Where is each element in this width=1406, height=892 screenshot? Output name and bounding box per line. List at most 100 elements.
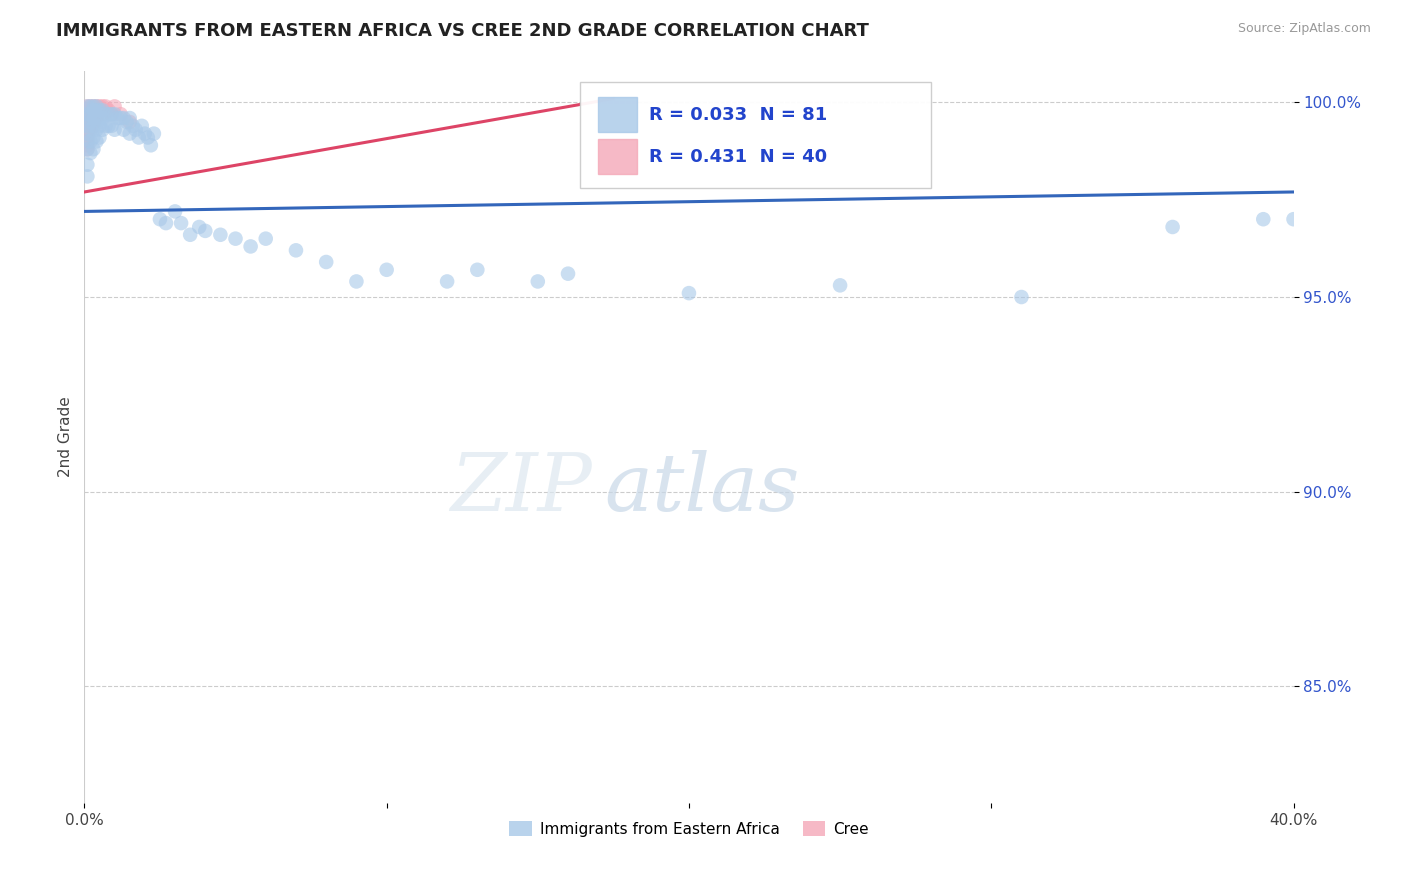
Point: [76, 99, 98, 113]
Point: [557, 267, 579, 281]
Point: [79, 99, 101, 113]
Point: [118, 127, 141, 141]
Text: R = 0.033  N = 81: R = 0.033 N = 81: [650, 106, 827, 124]
Point: [97, 119, 120, 133]
Point: [121, 119, 143, 133]
Point: [76, 103, 98, 118]
Point: [94, 99, 117, 113]
Point: [82, 103, 104, 118]
Point: [97, 107, 120, 121]
Point: [76, 111, 98, 125]
Point: [82, 115, 104, 129]
Point: [86, 111, 108, 125]
Point: [112, 111, 135, 125]
Point: [225, 232, 247, 246]
Point: [82, 142, 104, 156]
Point: [375, 262, 398, 277]
Point: [76, 107, 98, 121]
Point: [97, 103, 120, 118]
Point: [527, 275, 550, 289]
Point: [86, 99, 108, 113]
Legend: Immigrants from Eastern Africa, Cree: Immigrants from Eastern Africa, Cree: [503, 814, 875, 843]
Point: [82, 111, 104, 125]
Point: [86, 103, 108, 118]
Point: [89, 111, 111, 125]
Point: [134, 127, 156, 141]
Text: Source: ZipAtlas.com: Source: ZipAtlas.com: [1237, 22, 1371, 36]
Point: [110, 111, 132, 125]
Point: [76, 127, 98, 141]
Point: [79, 115, 101, 129]
Point: [830, 278, 852, 293]
Point: [188, 219, 211, 234]
Point: [76, 142, 98, 156]
Point: [170, 216, 193, 230]
Point: [100, 107, 122, 121]
Point: [94, 119, 117, 133]
Point: [1282, 212, 1305, 227]
Point: [112, 122, 135, 136]
Point: [76, 169, 98, 184]
Point: [110, 107, 132, 121]
Point: [79, 99, 101, 113]
Point: [76, 138, 98, 153]
Point: [136, 130, 159, 145]
Point: [82, 107, 104, 121]
Point: [118, 115, 141, 129]
Point: [91, 99, 114, 113]
Point: [100, 119, 122, 133]
Point: [76, 135, 98, 149]
Point: [107, 111, 129, 125]
Point: [86, 99, 108, 113]
Point: [86, 122, 108, 136]
Point: [82, 119, 104, 133]
Point: [79, 146, 101, 161]
Point: [179, 227, 201, 242]
Point: [115, 115, 138, 129]
Point: [86, 103, 108, 118]
Point: [76, 99, 98, 113]
Point: [76, 107, 98, 121]
Point: [1161, 219, 1184, 234]
Bar: [599, 97, 637, 132]
Point: [165, 204, 187, 219]
FancyBboxPatch shape: [581, 82, 931, 188]
Point: [285, 244, 308, 258]
Text: atlas: atlas: [605, 450, 800, 527]
Point: [118, 111, 141, 125]
Point: [89, 103, 111, 118]
Text: ZIP: ZIP: [450, 450, 592, 527]
Point: [82, 103, 104, 118]
Bar: [599, 138, 637, 174]
Point: [79, 122, 101, 136]
Point: [142, 127, 165, 141]
Point: [1011, 290, 1033, 304]
Point: [82, 99, 104, 113]
Point: [76, 111, 98, 125]
Point: [128, 130, 150, 145]
Point: [86, 111, 108, 125]
Point: [79, 115, 101, 129]
Point: [1253, 212, 1275, 227]
Point: [76, 158, 98, 172]
Text: IMMIGRANTS FROM EASTERN AFRICA VS CREE 2ND GRADE CORRELATION CHART: IMMIGRANTS FROM EASTERN AFRICA VS CREE 2…: [56, 22, 869, 40]
Point: [79, 119, 101, 133]
Point: [89, 130, 111, 145]
Point: [76, 115, 98, 129]
Point: [149, 212, 172, 227]
Point: [91, 111, 114, 125]
Point: [254, 232, 277, 246]
Point: [467, 262, 489, 277]
Point: [346, 275, 368, 289]
Point: [139, 138, 162, 153]
Point: [104, 122, 127, 136]
Point: [678, 286, 700, 301]
Text: R = 0.431  N = 40: R = 0.431 N = 40: [650, 148, 827, 166]
Point: [82, 111, 104, 125]
Point: [76, 127, 98, 141]
Point: [76, 142, 98, 156]
Point: [79, 103, 101, 118]
Point: [131, 119, 153, 133]
Point: [79, 107, 101, 121]
Point: [91, 107, 114, 121]
